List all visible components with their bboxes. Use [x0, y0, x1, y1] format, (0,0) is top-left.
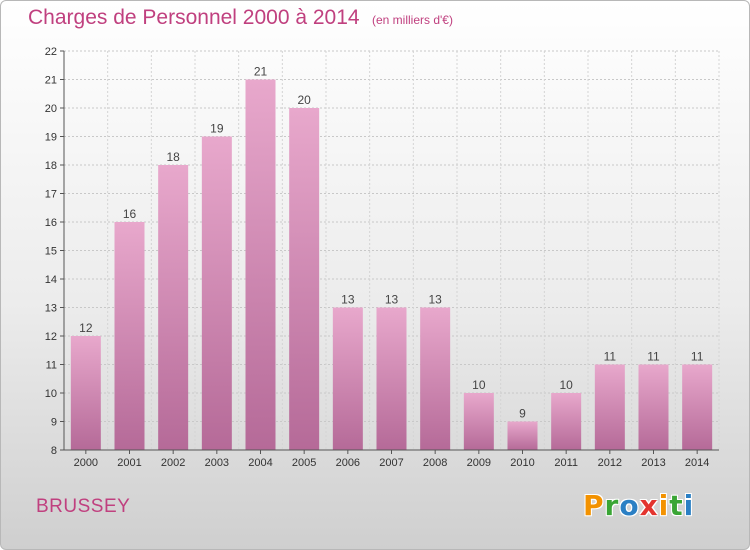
bar-value-label: 12: [79, 321, 93, 335]
bar-value-label: 13: [341, 293, 355, 307]
x-tick-label: 2003: [205, 457, 229, 469]
y-tick-label: 19: [45, 132, 57, 144]
bar-value-label: 11: [691, 350, 704, 364]
bar-value-label: 10: [559, 378, 573, 392]
y-tick-label: 21: [45, 75, 57, 87]
chart-unit: (en milliers d'€): [372, 13, 453, 27]
y-tick-label: 16: [45, 217, 57, 229]
logo-letter: x: [639, 489, 659, 522]
y-tick-label: 18: [45, 160, 57, 172]
bar-value-label: 10: [472, 378, 486, 392]
bar-value-label: 19: [210, 122, 224, 136]
y-tick-label: 8: [51, 445, 57, 457]
logo-letter: P: [583, 489, 605, 522]
logo-letter: t: [669, 489, 684, 522]
y-tick-label: 14: [45, 274, 57, 286]
y-tick-label: 9: [51, 417, 57, 429]
logo-letter: i: [683, 489, 695, 522]
bar: [114, 222, 145, 450]
bar: [682, 364, 713, 450]
city-name: BRUSSEY: [36, 496, 131, 517]
y-tick-label: 12: [45, 331, 57, 343]
bar: [376, 307, 407, 450]
bar-value-label: 21: [254, 65, 268, 79]
y-tick-label: 11: [46, 360, 57, 372]
bar: [332, 307, 363, 450]
y-tick-label: 22: [45, 46, 57, 58]
logo-letter: r: [604, 489, 620, 522]
y-tick-label: 13: [45, 303, 57, 315]
bar: [289, 108, 320, 450]
x-tick-label: 2012: [598, 457, 622, 469]
x-tick-label: 2005: [292, 457, 316, 469]
x-tick-label: 2009: [467, 457, 491, 469]
bar-value-label: 16: [123, 207, 137, 221]
bar: [70, 336, 101, 450]
x-tick-label: 2006: [336, 457, 360, 469]
x-tick-label: 2000: [74, 457, 98, 469]
x-tick-label: 2002: [161, 457, 185, 469]
y-tick-label: 10: [45, 388, 57, 400]
bar-value-label: 13: [385, 293, 399, 307]
bar-value-label: 20: [297, 93, 311, 107]
chart-title: Charges de Personnel 2000 à 2014: [28, 6, 360, 29]
bar: [158, 165, 189, 450]
bar: [245, 79, 276, 450]
y-tick-label: 15: [45, 246, 57, 258]
x-tick-label: 2011: [554, 457, 578, 469]
bar: [594, 364, 625, 450]
bar: [551, 393, 582, 450]
x-tick-label: 2010: [510, 457, 534, 469]
bar: [420, 307, 451, 450]
bar: [638, 364, 669, 450]
x-tick-label: 2014: [685, 457, 709, 469]
bar: [201, 136, 232, 450]
y-tick-label: 17: [45, 189, 57, 201]
bar-value-label: 13: [428, 293, 442, 307]
logo-letter: i: [658, 489, 670, 522]
bar: [507, 421, 538, 450]
bar-value-label: 9: [519, 407, 526, 421]
x-tick-label: 2001: [117, 457, 141, 469]
bar-value-label: 18: [166, 150, 180, 164]
logo-letter: o: [619, 489, 640, 522]
y-tick-label: 20: [45, 103, 57, 115]
x-tick-label: 2007: [379, 457, 403, 469]
x-tick-label: 2008: [423, 457, 447, 469]
x-tick-label: 2013: [641, 457, 665, 469]
bar-value-label: 11: [604, 350, 617, 364]
proxiti-logo: Proxiti: [583, 489, 693, 525]
x-tick-label: 2004: [248, 457, 272, 469]
bar-value-label: 11: [647, 350, 660, 364]
bar: [463, 393, 494, 450]
